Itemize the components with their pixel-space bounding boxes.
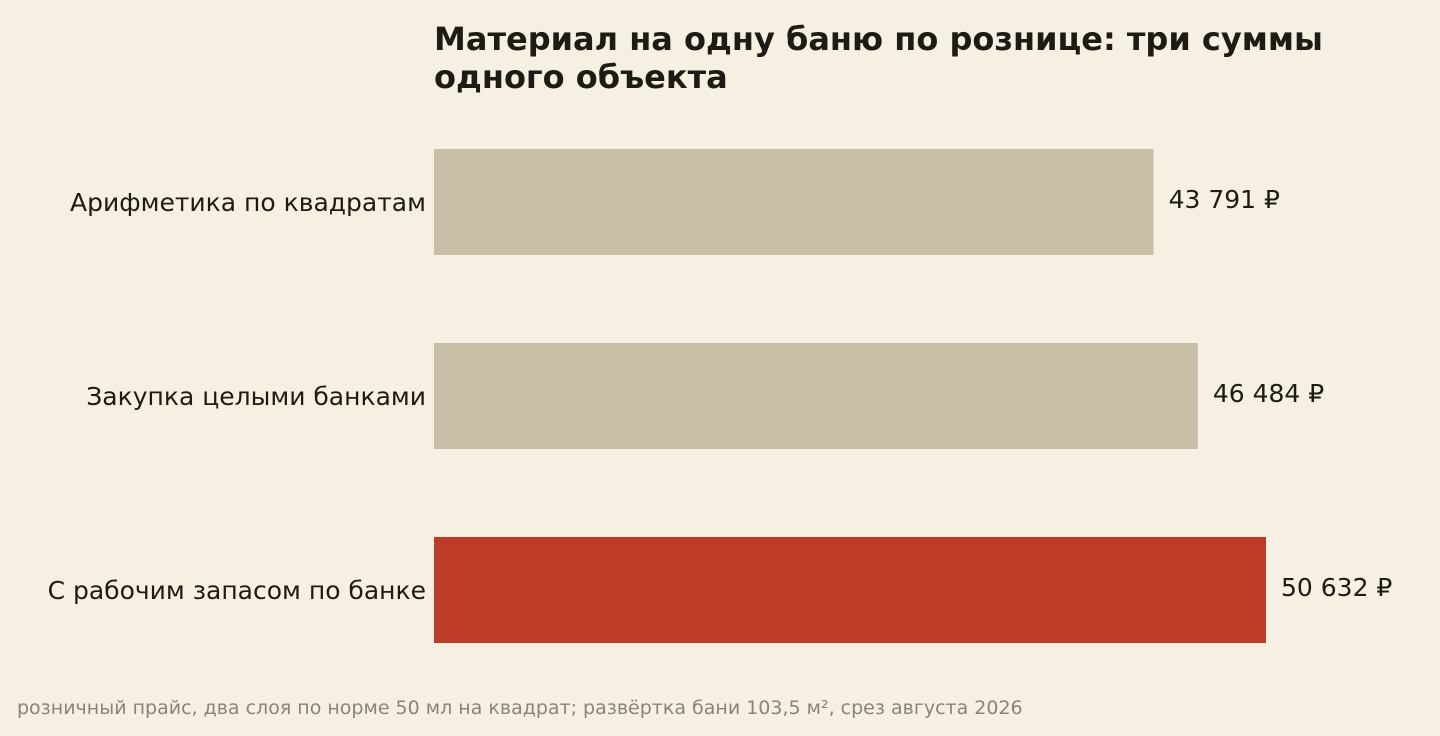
bar-2: [434, 343, 1198, 449]
category-label-1: Арифметика по квадратам: [70, 188, 426, 217]
category-label-2: Закупка целыми банками: [86, 382, 426, 411]
footnote: розничный прайс, два слоя по норме 50 мл…: [17, 697, 1023, 719]
bar-3: [434, 537, 1266, 643]
chart-title: Материал на одну баню по рознице: три су…: [434, 20, 1323, 96]
value-label-2: 46 484 ₽: [1213, 379, 1324, 408]
category-label-3: С рабочим запасом по банке: [48, 576, 426, 605]
value-label-3: 50 632 ₽: [1281, 573, 1392, 602]
bar-1: [434, 149, 1154, 255]
value-label-1: 43 791 ₽: [1169, 185, 1280, 214]
